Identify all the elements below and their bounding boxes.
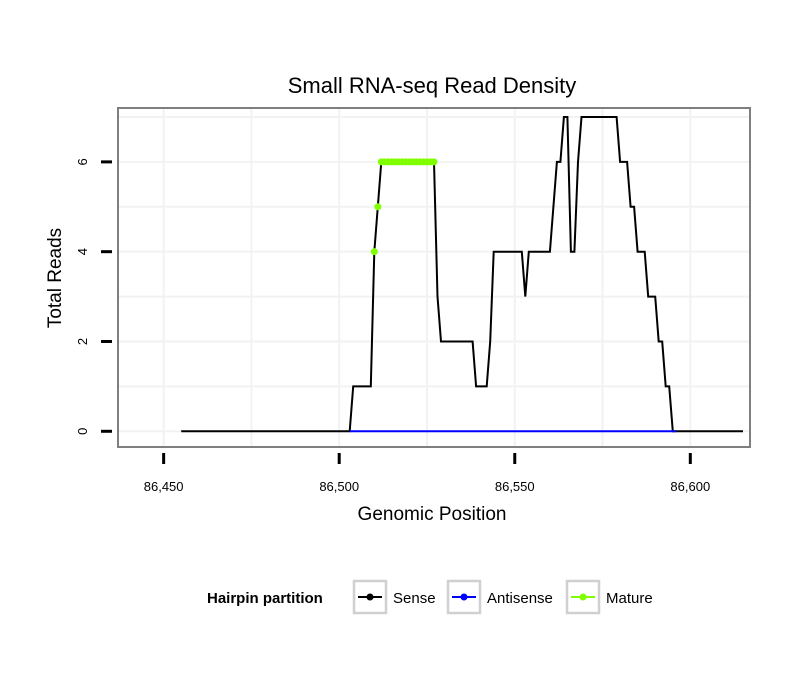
chart-title: Small RNA-seq Read Density bbox=[288, 73, 577, 98]
legend-title: Hairpin partition bbox=[207, 590, 323, 607]
series-group bbox=[181, 116, 743, 433]
legend-label-antisense: Antisense bbox=[487, 590, 553, 607]
x-tick-label: 86,550 bbox=[495, 479, 535, 494]
point-mature bbox=[430, 158, 438, 166]
x-tick-label: 86,500 bbox=[319, 479, 359, 494]
y-tick-label: 4 bbox=[75, 248, 90, 255]
legend-label-mature: Mature bbox=[606, 590, 653, 607]
legend: Hairpin partition Sense Antisense Mature bbox=[207, 579, 653, 615]
legend-dot-sense bbox=[366, 593, 374, 601]
y-tick-label: 0 bbox=[75, 428, 90, 435]
legend-dot-mature bbox=[579, 593, 587, 601]
y-axis-label: Total Reads bbox=[45, 228, 66, 328]
legend-dot-antisense bbox=[460, 593, 468, 601]
point-mature bbox=[370, 248, 378, 256]
x-tick-label: 86,450 bbox=[144, 479, 184, 494]
legend-label-sense: Sense bbox=[393, 590, 436, 607]
axes: 86,450 86,500 86,550 86,600 0 2 4 6 bbox=[75, 158, 710, 494]
plot-border bbox=[117, 107, 751, 448]
y-tick-label: 2 bbox=[75, 338, 90, 345]
point-mature bbox=[374, 203, 382, 211]
x-axis-label: Genomic Position bbox=[358, 504, 507, 525]
y-tick-label: 6 bbox=[75, 158, 90, 165]
x-tick-label: 86,600 bbox=[670, 479, 710, 494]
